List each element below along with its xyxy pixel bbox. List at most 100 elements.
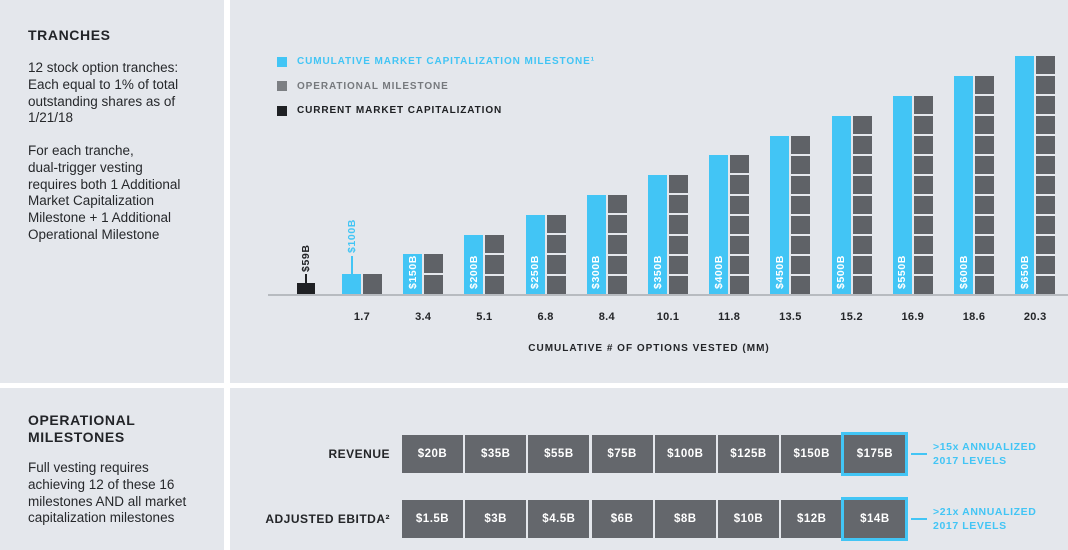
annotation-text: >15x ANNUALIZED 2017 LEVELS	[933, 441, 1037, 467]
x-tick-label: 6.8	[537, 311, 554, 323]
market-cap-milestone-bar	[648, 175, 667, 294]
operational-milestone-segment	[975, 256, 994, 275]
operational-milestone-bar	[852, 115, 872, 294]
operational-milestone-segment	[975, 196, 994, 215]
x-tick-label: 10.1	[656, 311, 680, 323]
operational-milestone-segment	[791, 135, 811, 154]
operational-milestone-segment	[730, 235, 750, 254]
table-cell: $4.5B	[528, 500, 590, 538]
operational-milestones-panel: OPERATIONAL MILESTONES Full vesting requ…	[0, 388, 224, 550]
operational-milestone-segment	[607, 195, 627, 214]
operational-milestone-segment	[1036, 116, 1056, 135]
operational-milestone-segment	[975, 76, 994, 95]
operational-milestone-segment	[485, 255, 505, 274]
operational-milestone-bar	[363, 274, 382, 294]
annotation-connector-line	[911, 453, 927, 455]
x-axis-title: CUMULATIVE # OF OPTIONS VESTED (MM)	[528, 343, 770, 354]
legend-swatch-icon	[277, 105, 287, 116]
operational-milestone-bar	[913, 96, 933, 294]
operational-milestone-segment	[1036, 96, 1056, 115]
current-market-cap-bar	[297, 283, 315, 294]
operational-milestone-segment	[791, 275, 811, 294]
operational-milestone-bar	[607, 195, 627, 295]
operational-milestone-segment	[975, 156, 994, 175]
operational-milestone-segment	[607, 215, 627, 234]
tranche-bar-pair: $600B	[954, 76, 994, 295]
milestone-value-label: $500B	[835, 255, 848, 289]
operational-milestone-segment	[913, 96, 933, 114]
x-tick-label: 5.1	[476, 311, 493, 323]
operational-milestone-segment	[852, 135, 872, 154]
operational-milestone-segment	[546, 214, 566, 234]
operational-milestone-segment	[1036, 156, 1056, 175]
operational-milestone-segment	[852, 195, 872, 214]
operational-milestones-paragraph: Full vesting requires achieving 12 of th…	[28, 460, 187, 526]
operational-milestone-segment	[791, 215, 811, 234]
market-cap-milestone-bar	[525, 214, 545, 294]
annotation-connector-line	[911, 518, 927, 520]
milestone-value-label: $150B	[406, 255, 419, 289]
milestone-value-label: $400B	[712, 255, 725, 289]
operational-milestone-segment	[975, 216, 994, 235]
operational-milestone-segment	[363, 274, 382, 294]
operational-milestone-bar	[546, 214, 566, 294]
x-tick-label: 1.7	[353, 311, 371, 323]
tranche-bar-pair: $400B	[709, 155, 750, 294]
market-cap-milestone-bar	[464, 234, 484, 294]
market-cap-milestone-bar	[770, 135, 790, 294]
legend-label: CUMULATIVE MARKET CAPITALIZATION MILESTO…	[297, 56, 595, 67]
x-tick-label: 16.9	[901, 311, 925, 323]
legend-swatch-icon	[277, 56, 287, 67]
operational-milestone-segment	[852, 235, 872, 254]
tranches-panel: TRANCHES 12 stock option tranches: Each …	[0, 0, 224, 383]
table-cell: $3B	[465, 500, 527, 538]
operational-milestone-segment	[607, 235, 627, 254]
table-cell: $10B	[718, 500, 779, 538]
tranches-heading: TRANCHES	[28, 27, 111, 43]
table-cell: $125B	[718, 435, 779, 473]
operational-milestone-segment	[913, 196, 933, 214]
milestone-value-label: $600B	[957, 255, 970, 289]
table-row-label: ADJUSTED EBITDA²	[265, 512, 390, 526]
operational-milestone-segment	[546, 255, 566, 274]
operational-milestone-segment	[669, 175, 688, 194]
operational-milestone-segment	[730, 255, 750, 274]
market-cap-milestone-bar	[1015, 56, 1035, 294]
operational-milestone-segment	[975, 276, 994, 295]
x-tick-label: 3.4	[415, 311, 432, 323]
operational-milestone-segment	[913, 176, 933, 194]
operational-milestone-segment	[913, 236, 933, 254]
operational-milestone-segment	[546, 235, 566, 254]
table-cell: $100B	[654, 435, 716, 473]
operational-milestone-segment	[485, 275, 505, 294]
milestone-value-label: $250B	[529, 255, 542, 289]
market-cap-milestone-bar	[709, 155, 729, 294]
market-cap-milestone-bar	[954, 76, 973, 294]
operational-milestone-segment	[975, 176, 994, 195]
operational-milestone-segment	[424, 254, 444, 274]
table-cell: $175B	[844, 435, 906, 473]
tranche-bar-pair: $550B	[892, 96, 933, 294]
operational-milestone-segment	[913, 116, 933, 134]
milestone-value-label: $200B	[467, 255, 480, 289]
current-market-cap-label: $59B	[300, 244, 312, 272]
operational-milestone-bar	[730, 155, 750, 294]
milestone-callout-line	[350, 256, 353, 275]
operational-milestone-segment	[852, 115, 872, 134]
market-cap-milestone-bar	[586, 195, 606, 294]
milestone-value-label: $450B	[773, 255, 786, 289]
operational-milestone-segment	[791, 255, 811, 274]
operational-milestone-segment	[1036, 256, 1056, 275]
tranche-bar-pair: $200B	[464, 234, 505, 294]
operational-milestone-segment	[1036, 76, 1056, 95]
operational-milestone-segment	[852, 155, 872, 174]
market-cap-milestone-bar	[831, 115, 851, 294]
tranche-bar-pair: $150B	[403, 254, 444, 294]
operational-milestone-segment	[913, 256, 933, 274]
operational-milestone-bar	[669, 175, 688, 295]
table-cell: $14B	[844, 500, 906, 538]
operational-milestone-segment	[975, 116, 994, 135]
operational-milestone-segment	[424, 275, 444, 294]
operational-milestone-segment	[546, 275, 566, 294]
